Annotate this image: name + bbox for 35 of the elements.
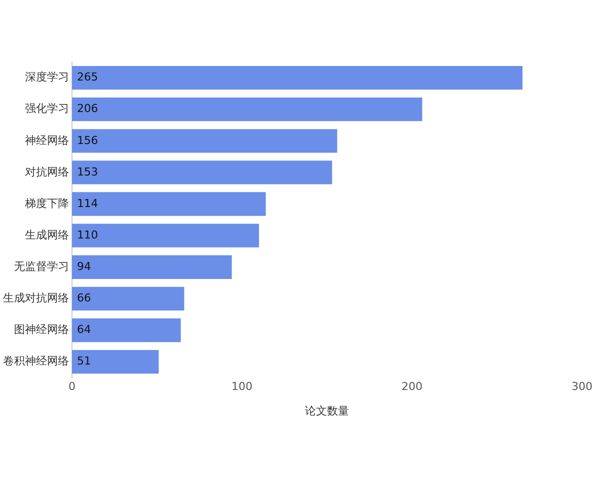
y-tick-label: 卷积神经网络: [3, 354, 69, 368]
y-tick-label: 生成网络: [25, 228, 69, 242]
bar: [72, 66, 522, 90]
y-tick-label: 深度学习: [25, 70, 69, 84]
data-label: 51: [77, 354, 91, 368]
y-tick-label: 神经网络: [25, 134, 69, 147]
bar: [72, 129, 338, 153]
y-tick-label: 图神经网络: [14, 323, 69, 336]
bar: [72, 350, 159, 374]
bar: [72, 286, 184, 311]
data-label: 66: [77, 292, 91, 305]
data-label: 94: [77, 260, 91, 273]
x-tick-label: 0: [68, 380, 76, 394]
data-label: 265: [77, 70, 98, 84]
data-label: 156: [77, 134, 98, 147]
bar: [72, 98, 422, 122]
bar: [72, 192, 266, 216]
bar: [72, 160, 332, 184]
x-tick-label: 100: [232, 380, 252, 394]
data-label: 110: [77, 228, 98, 242]
y-tick-label: 生成对抗网络: [3, 292, 69, 305]
data-label: 206: [77, 102, 98, 116]
bar: [72, 224, 259, 248]
data-label: 153: [77, 165, 98, 178]
y-tick-label: 强化学习: [25, 102, 69, 116]
y-tick-label: 对抗网络: [25, 165, 69, 178]
x-tick-label: 300: [572, 380, 592, 394]
y-tick-label: 梯度下降: [24, 196, 69, 210]
data-label: 114: [77, 196, 98, 210]
x-tick-label: 200: [402, 380, 422, 394]
bar: [72, 318, 181, 342]
y-tick-label: 无监督学习: [14, 260, 69, 273]
data-label: 64: [77, 323, 91, 336]
x-axis-title: 论文数量: [305, 404, 349, 418]
bar: [72, 255, 232, 279]
